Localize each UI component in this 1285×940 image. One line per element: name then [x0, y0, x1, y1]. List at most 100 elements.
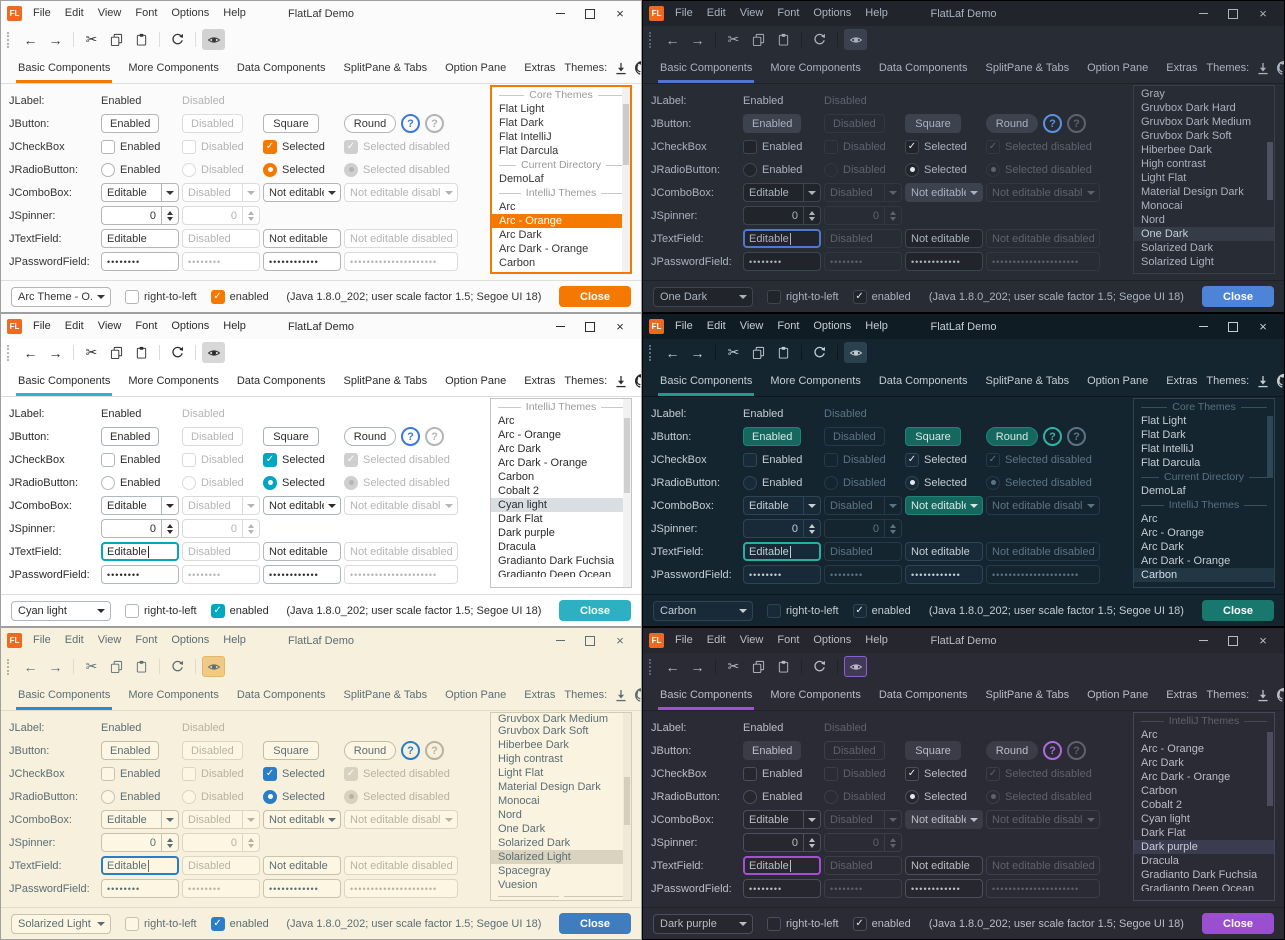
menu-file[interactable]: File [675, 320, 693, 332]
menu-font[interactable]: Font [777, 7, 800, 19]
combobox-not-editable[interactable]: Not editable [263, 496, 341, 515]
tab-splitpane-tabs[interactable]: SplitPane & Tabs [985, 688, 1070, 701]
paste-icon[interactable] [772, 29, 795, 50]
chevron-down-icon[interactable] [966, 497, 982, 514]
theme-item[interactable]: Gruvbox Dark Medium [1141, 116, 1252, 128]
menu-help[interactable]: Help [865, 7, 888, 19]
theme-list-scrollbar-thumb[interactable] [1267, 731, 1273, 807]
theme-combobox[interactable]: One Dark [653, 286, 753, 307]
radio-enabled[interactable] [743, 789, 757, 804]
passwordfield-not-editable[interactable]: •••••••••••• [263, 252, 341, 271]
menu-font[interactable]: Font [777, 320, 800, 332]
button-round[interactable]: Round [986, 741, 1038, 760]
theme-item[interactable]: Light Flat [498, 767, 544, 779]
passwordfield-not-editable[interactable]: •••••••••••• [263, 565, 341, 584]
passwordfield-enabled[interactable]: •••••••• [743, 565, 821, 584]
menu-options[interactable]: Options [813, 320, 852, 332]
checkbox-box[interactable]: ✓ [210, 289, 225, 304]
tab-option-pane[interactable]: Option Pane [445, 61, 507, 74]
textfield-editable[interactable]: Editable [101, 856, 179, 875]
radio-selected[interactable] [263, 475, 277, 490]
theme-item[interactable]: Arc Dark [1141, 541, 1184, 553]
spinner-arrows-icon[interactable] [803, 520, 820, 537]
show-hidden-toggle eye-icon[interactable] [844, 656, 867, 677]
checkbox-enabled[interactable]: ✓ [743, 766, 757, 781]
help-button-primary[interactable]: ? [401, 427, 420, 446]
help-button-primary[interactable]: ? [1043, 427, 1062, 446]
download-icon[interactable] [1257, 62, 1269, 75]
back-icon[interactable]: ← [23, 344, 38, 361]
paste-icon[interactable] [772, 656, 795, 677]
minimize-button[interactable] [1188, 628, 1218, 653]
download-icon[interactable] [615, 689, 627, 702]
paste-icon[interactable] [130, 656, 153, 677]
tab-splitpane-tabs[interactable]: SplitPane & Tabs [343, 61, 428, 74]
close-window-button[interactable]: × [1259, 6, 1267, 21]
button-round[interactable]: Round [344, 114, 396, 133]
minimize-button[interactable] [545, 628, 575, 653]
menu-edit[interactable]: Edit [706, 634, 726, 646]
checkbox-box[interactable]: ✓ [210, 916, 225, 931]
textfield-not-editable[interactable]: Not editable [905, 856, 983, 875]
close-button[interactable]: Close [559, 913, 631, 934]
tab-extras[interactable]: Extras [524, 61, 556, 74]
checkbox-enabled[interactable]: ✓ [743, 452, 757, 467]
theme-combobox[interactable]: Solarized Light [11, 913, 111, 934]
back-icon[interactable]: ← [665, 31, 680, 48]
maximize-button[interactable] [1218, 1, 1248, 26]
tab-more-components[interactable]: More Components [128, 688, 219, 701]
tab-more-components[interactable]: More Components [770, 61, 861, 74]
theme-item[interactable]: Solarized Dark [1141, 242, 1214, 254]
maximize-button[interactable] [575, 1, 605, 26]
tab-extras[interactable]: Extras [1166, 374, 1198, 387]
theme-item[interactable]: Nord [498, 809, 522, 821]
theme-list-scrollbar-thumb[interactable] [623, 103, 629, 165]
help-button-secondary[interactable]: ? [425, 427, 444, 446]
menu-font[interactable]: Font [777, 634, 800, 646]
tab-more-components[interactable]: More Components [128, 374, 219, 387]
button-square[interactable]: Square [905, 741, 961, 760]
passwordfield-enabled[interactable]: •••••••• [743, 879, 821, 898]
menu-help[interactable]: Help [223, 634, 246, 646]
theme-list-scrollbar[interactable] [622, 87, 630, 272]
toolbar-grip[interactable] [7, 31, 11, 48]
help-button-secondary[interactable]: ? [425, 741, 444, 760]
theme-list-scrollbar-thumb[interactable] [624, 776, 630, 826]
spinner-arrows-icon[interactable] [803, 834, 820, 851]
chevron-down-icon[interactable] [803, 811, 820, 828]
button-square[interactable]: Square [905, 114, 961, 133]
textfield-editable[interactable]: Editable [743, 856, 821, 875]
right-to-left-checkbox[interactable]: ✓ right-to-left [125, 603, 197, 618]
theme-item[interactable]: Arc [1141, 729, 1158, 741]
close-button[interactable]: Close [1202, 600, 1274, 621]
checkbox-enabled[interactable]: ✓ [743, 139, 757, 154]
back-icon[interactable]: ← [665, 658, 680, 675]
refresh-icon[interactable] [808, 342, 831, 363]
textfield-not-editable[interactable]: Not editable [263, 229, 341, 248]
menu-edit[interactable]: Edit [64, 320, 84, 332]
theme-item[interactable]: Nord [1141, 214, 1165, 226]
theme-combobox[interactable]: Cyan light [11, 600, 111, 621]
radio-selected[interactable] [263, 162, 277, 177]
spinner-enabled[interactable]: 0 [743, 833, 821, 852]
spinner-enabled[interactable]: 0 [101, 519, 179, 538]
theme-item[interactable]: Cobalt 2 [1141, 799, 1182, 811]
help-button-secondary[interactable]: ? [1067, 427, 1086, 446]
right-to-left-checkbox[interactable]: ✓ right-to-left [125, 916, 197, 931]
tab-option-pane[interactable]: Option Pane [1087, 374, 1149, 387]
theme-item[interactable]: Vuesion [498, 879, 538, 891]
theme-item[interactable]: Cobalt 2 [498, 485, 539, 497]
tab-basic-components[interactable]: Basic Components [651, 367, 761, 396]
theme-item[interactable]: Hiberbee Dark [1141, 144, 1212, 156]
theme-item[interactable]: Gray [1141, 88, 1165, 100]
copy-icon[interactable] [105, 656, 128, 677]
theme-item[interactable]: Monocai [498, 795, 540, 807]
forward-icon[interactable]: → [690, 31, 705, 48]
combobox-editable[interactable]: Editable [743, 496, 821, 515]
button-square[interactable]: Square [263, 427, 319, 446]
chevron-down-icon[interactable] [324, 811, 340, 828]
theme-item[interactable]: Light Flat [1141, 172, 1187, 184]
back-icon[interactable]: ← [23, 31, 38, 48]
menu-file[interactable]: File [675, 634, 693, 646]
menu-options[interactable]: Options [171, 634, 210, 646]
